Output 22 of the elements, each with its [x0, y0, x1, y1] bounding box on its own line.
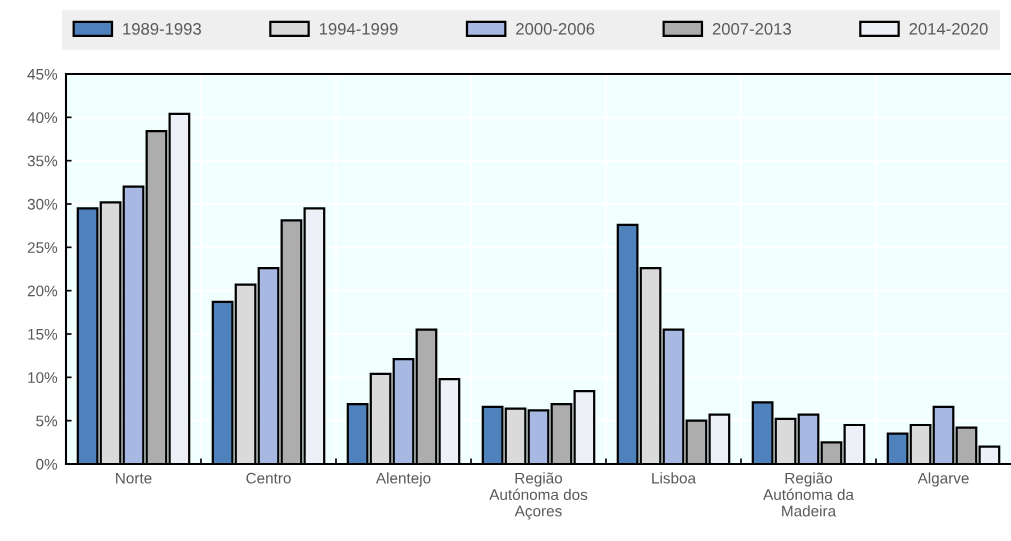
- y-tick-label: 20%: [27, 285, 58, 297]
- y-tick-label: 25%: [27, 242, 58, 254]
- y-tick-label: 15%: [28, 328, 58, 340]
- x-tick-label: Região Autónoma da Madeira: [763, 472, 854, 517]
- y-tick-label: 35%: [27, 155, 58, 167]
- x-tick-label: Alentejo: [375, 472, 431, 487]
- x-tick-label: Centro: [246, 472, 291, 484]
- y-tick-label: 45%: [27, 68, 58, 80]
- y-tick-label: 5%: [36, 415, 58, 427]
- legend-label: 1989-1993: [123, 22, 201, 35]
- legend-label: 2014-2020: [909, 22, 988, 35]
- y-tick-label: 30%: [27, 198, 58, 210]
- x-tick-label: Algarve: [917, 472, 969, 487]
- legend-label: 2007-2013: [712, 22, 791, 35]
- x-tick-label: Norte: [116, 472, 152, 484]
- x-tick-label: Lisboa: [652, 472, 697, 484]
- y-tick-label: 0%: [36, 458, 58, 470]
- legend-label: 1994-1999: [319, 22, 398, 35]
- y-tick-label: 10%: [28, 372, 58, 384]
- y-tick-label: 40%: [27, 112, 58, 124]
- legend-label: 2000-2006: [516, 22, 595, 35]
- x-tick-label: Região Autónoma dos Açores: [489, 472, 588, 520]
